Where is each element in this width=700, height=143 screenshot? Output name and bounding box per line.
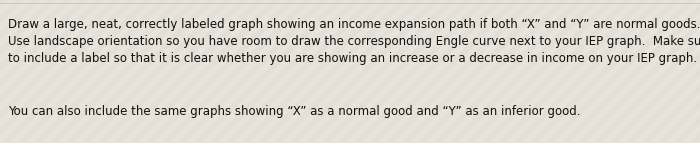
Polygon shape [0,0,40,143]
Polygon shape [145,0,296,143]
Polygon shape [0,0,104,143]
Polygon shape [481,0,632,143]
Polygon shape [289,0,440,143]
Polygon shape [0,0,56,143]
Polygon shape [561,0,700,143]
Polygon shape [657,0,700,143]
Polygon shape [641,0,700,143]
Polygon shape [673,0,700,143]
Text: Draw a large, neat, correctly labeled graph showing an income expansion path if : Draw a large, neat, correctly labeled gr… [8,18,700,31]
Polygon shape [609,0,700,143]
Polygon shape [161,0,312,143]
Polygon shape [625,0,700,143]
Polygon shape [545,0,696,143]
Polygon shape [0,0,120,143]
Polygon shape [193,0,344,143]
Polygon shape [225,0,376,143]
Polygon shape [97,0,248,143]
Polygon shape [401,0,552,143]
Polygon shape [65,0,216,143]
Polygon shape [529,0,680,143]
Polygon shape [465,0,616,143]
Polygon shape [689,0,700,143]
Polygon shape [49,0,200,143]
Polygon shape [273,0,424,143]
Polygon shape [0,0,72,143]
Polygon shape [0,0,136,143]
Text: Use landscape orientation so you have room to draw the corresponding Engle curve: Use landscape orientation so you have ro… [8,35,700,48]
Polygon shape [257,0,408,143]
Polygon shape [353,0,504,143]
Polygon shape [369,0,520,143]
Polygon shape [593,0,700,143]
Polygon shape [113,0,264,143]
Polygon shape [337,0,488,143]
Text: You can also include the same graphs showing “X” as a normal good and “Y” as an : You can also include the same graphs sho… [8,105,580,118]
Polygon shape [513,0,664,143]
Polygon shape [81,0,232,143]
Polygon shape [321,0,472,143]
Polygon shape [241,0,392,143]
Polygon shape [497,0,648,143]
Polygon shape [17,0,168,143]
Polygon shape [33,0,184,143]
Polygon shape [385,0,536,143]
Polygon shape [449,0,600,143]
Polygon shape [433,0,584,143]
Polygon shape [1,0,152,143]
Polygon shape [0,0,88,143]
Polygon shape [305,0,456,143]
Text: to include a label so that it is clear whether you are showing an increase or a : to include a label so that it is clear w… [8,52,697,65]
Polygon shape [0,0,8,143]
Polygon shape [0,0,24,143]
Polygon shape [177,0,328,143]
Polygon shape [417,0,568,143]
Polygon shape [577,0,700,143]
Polygon shape [129,0,280,143]
Polygon shape [209,0,360,143]
